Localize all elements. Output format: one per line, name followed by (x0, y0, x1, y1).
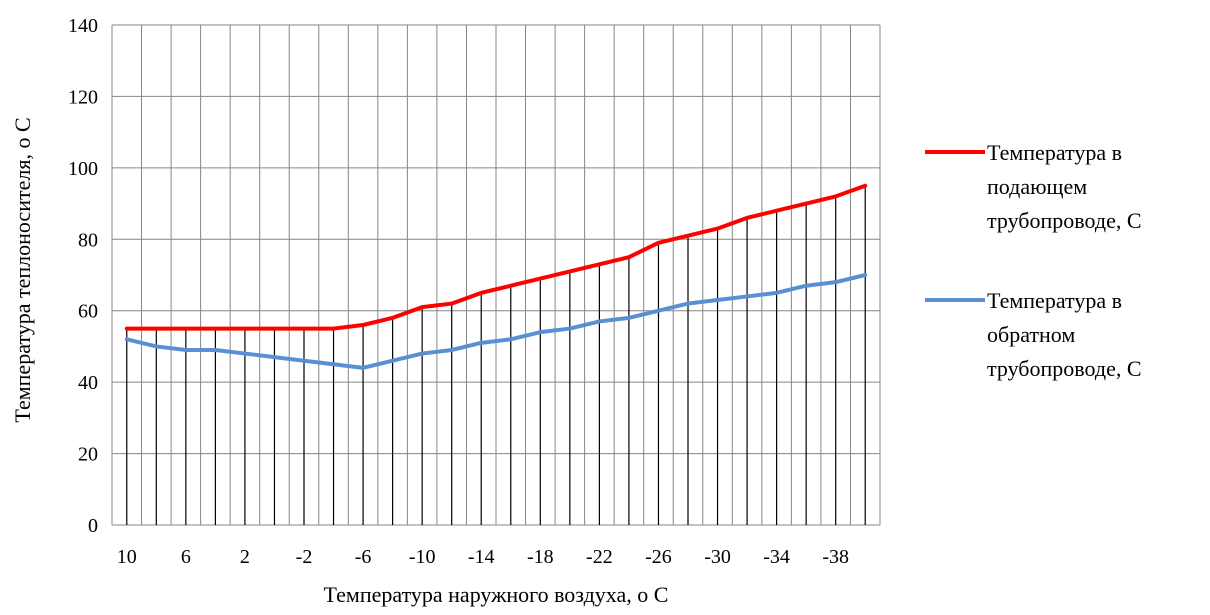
y-axis-ticks: 0 20 40 60 80 100 120 140 (68, 15, 98, 537)
y-tick-label: 20 (78, 444, 98, 466)
y-tick-label: 120 (68, 86, 98, 108)
legend-label: Температура в (987, 288, 1122, 313)
legend-label: трубопроводе, С (987, 356, 1142, 381)
x-axis-title: Температура наружного воздуха, о С (324, 582, 669, 607)
legend-label: обратном (987, 322, 1075, 347)
x-tick-label: -26 (645, 546, 672, 568)
x-tick-label: -6 (355, 546, 372, 568)
series-line-2 (124, 273, 868, 370)
y-axis-title: Температура теплоносителя, о С (10, 117, 35, 422)
legend: Температура в подающем трубопроводе, С Темп… (925, 140, 1142, 381)
x-tick-label: -30 (704, 546, 731, 568)
y-tick-label: 100 (68, 158, 98, 180)
y-tick-label: 80 (78, 229, 98, 251)
x-tick-label: -18 (527, 546, 554, 568)
x-tick-label: -22 (586, 546, 613, 568)
grid-lines (111, 24, 881, 526)
x-tick-label: -14 (468, 546, 495, 568)
y-tick-label: 60 (78, 301, 98, 323)
series-line-1 (124, 183, 868, 331)
x-axis-ticks: 10 6 2 -2 -6 -10 -14 -18 -22 -26 -30 -34 -38 (117, 546, 849, 568)
x-tick-label: -10 (409, 546, 436, 568)
x-tick-label: 2 (240, 546, 250, 568)
series-lines (124, 183, 868, 370)
x-tick-label: 10 (117, 546, 137, 568)
legend-label: Температура в (987, 140, 1122, 165)
y-tick-label: 0 (88, 515, 98, 537)
drop-lines (126, 185, 866, 525)
x-tick-label: -38 (822, 546, 849, 568)
x-tick-label: 6 (181, 546, 191, 568)
legend-label: подающем (987, 174, 1087, 199)
y-tick-label: 140 (68, 15, 98, 37)
legend-label: трубопроводе, С (987, 208, 1142, 233)
x-tick-label: -34 (763, 546, 790, 568)
y-tick-label: 40 (78, 372, 98, 394)
x-tick-label: -2 (296, 546, 313, 568)
